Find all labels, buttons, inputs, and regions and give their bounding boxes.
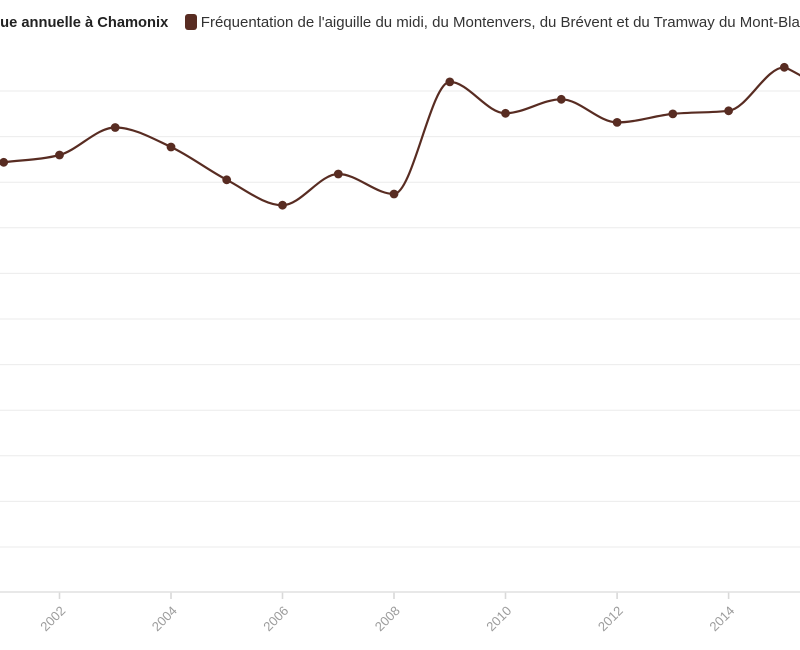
svg-text:2012: 2012 [595, 603, 626, 634]
svg-text:2002: 2002 [37, 603, 68, 634]
svg-text:2014: 2014 [706, 603, 737, 634]
svg-text:2008: 2008 [372, 603, 403, 634]
svg-text:2006: 2006 [260, 603, 291, 634]
svg-text:2004: 2004 [149, 603, 180, 634]
svg-text:2010: 2010 [483, 603, 514, 634]
